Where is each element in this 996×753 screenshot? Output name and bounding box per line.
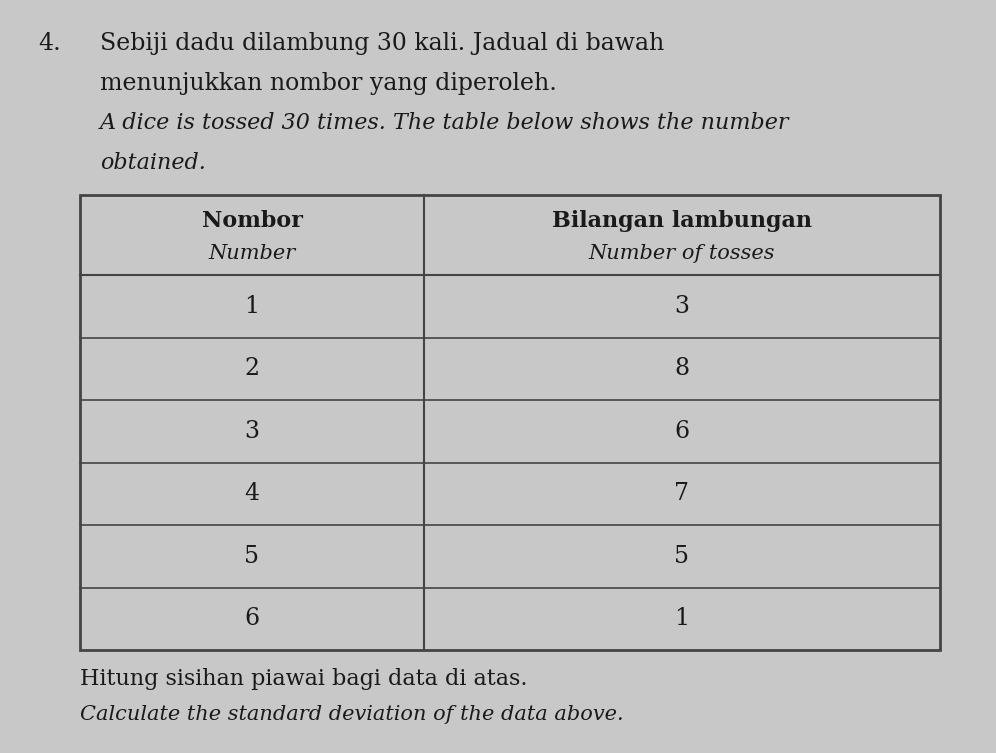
Text: A dice is tossed 30 times. The table below shows the number: A dice is tossed 30 times. The table bel… [100,112,790,134]
Text: Bilangan lambungan: Bilangan lambungan [552,210,812,232]
Text: 8: 8 [674,357,689,380]
Text: obtained.: obtained. [100,152,206,174]
Text: Nombor: Nombor [201,210,303,232]
Text: 6: 6 [244,607,260,630]
Text: 5: 5 [244,544,260,568]
Text: menunjukkan nombor yang diperoleh.: menunjukkan nombor yang diperoleh. [100,72,557,95]
Text: 2: 2 [244,357,260,380]
Text: 5: 5 [674,544,689,568]
Text: 1: 1 [244,294,260,318]
Text: 4: 4 [244,482,260,505]
Text: Calculate the standard deviation of the data above.: Calculate the standard deviation of the … [80,705,623,724]
Text: 7: 7 [674,482,689,505]
Text: Number: Number [208,243,296,263]
Text: 4.: 4. [38,32,61,55]
Text: Sebiji dadu dilambung 30 kali. Jadual di bawah: Sebiji dadu dilambung 30 kali. Jadual di… [100,32,664,55]
Text: 6: 6 [674,419,689,443]
Bar [80,195,940,650]
Text: 3: 3 [674,294,689,318]
Text: Hitung sisihan piawai bagi data di atas.: Hitung sisihan piawai bagi data di atas. [80,668,528,690]
Text: Number of tosses: Number of tosses [589,243,775,263]
Text: 3: 3 [244,419,260,443]
Text: 1: 1 [674,607,689,630]
Bar [80,195,940,650]
